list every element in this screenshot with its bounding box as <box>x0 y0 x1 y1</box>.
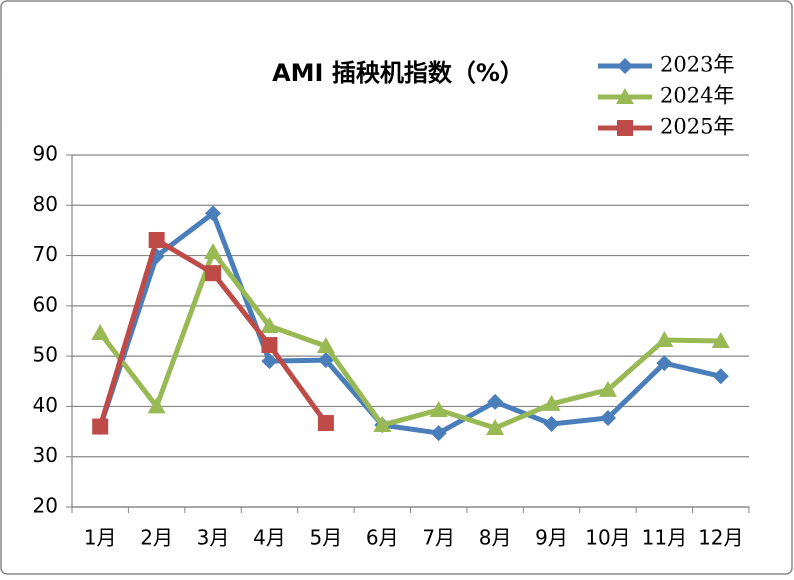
point <box>655 331 674 348</box>
point <box>712 368 729 385</box>
x-tick-label: 1月 <box>84 526 117 550</box>
x-tick-label: 9月 <box>535 526 568 550</box>
series-line <box>97 210 722 436</box>
chart-title: AMI 插秧机指数（%） <box>272 59 524 87</box>
point <box>711 332 730 349</box>
point <box>204 243 223 260</box>
x-tick-label: 11月 <box>642 526 687 550</box>
point <box>656 355 673 372</box>
point <box>205 265 222 282</box>
point <box>92 418 109 435</box>
point <box>205 205 222 222</box>
series-line <box>98 249 721 431</box>
x-tick-label: 12月 <box>698 526 743 550</box>
x-tick-label: 3月 <box>197 526 230 550</box>
legend-label: 2025年 <box>660 115 734 139</box>
y-tick-label: 70 <box>33 242 58 266</box>
point <box>430 425 447 442</box>
point <box>486 419 505 436</box>
point <box>429 400 448 417</box>
y-tick-label: 80 <box>33 192 58 216</box>
x-tick-label: 6月 <box>366 526 399 550</box>
x-tick-label: 10月 <box>585 526 630 550</box>
x-tick-label: 8月 <box>479 526 512 550</box>
legend-marker <box>616 88 634 104</box>
point <box>261 337 278 354</box>
x-tick-label: 5月 <box>310 526 343 550</box>
point <box>147 397 166 414</box>
x-tick-label: 2月 <box>140 526 173 550</box>
point <box>317 352 334 369</box>
y-tick-label: 90 <box>33 142 58 166</box>
point <box>316 337 335 354</box>
legend-marker <box>617 120 633 136</box>
point <box>148 231 165 248</box>
point <box>598 380 617 397</box>
legend-label: 2024年 <box>660 84 734 108</box>
point <box>373 416 392 433</box>
x-tick-label: 7月 <box>422 526 455 550</box>
point <box>542 394 561 411</box>
point <box>91 324 110 341</box>
y-tick-label: 60 <box>33 292 58 316</box>
y-tick-label: 50 <box>33 343 58 367</box>
point <box>260 316 279 333</box>
y-tick-label: 30 <box>33 443 58 467</box>
point <box>599 409 616 426</box>
y-tick-label: 40 <box>33 393 58 417</box>
legend-marker <box>617 58 633 74</box>
point <box>543 416 560 433</box>
point <box>487 393 504 410</box>
point <box>261 353 278 370</box>
legend-label: 2023年 <box>660 53 734 77</box>
y-tick-label: 20 <box>33 494 58 518</box>
x-tick-label: 4月 <box>253 526 286 550</box>
point <box>317 415 334 432</box>
